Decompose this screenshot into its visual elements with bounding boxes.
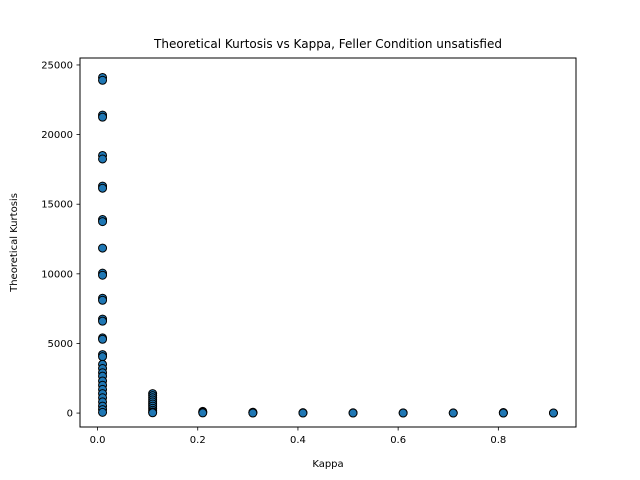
data-point bbox=[248, 408, 258, 418]
x-tick-label: 0.2 bbox=[190, 435, 206, 446]
data-point bbox=[98, 334, 108, 344]
data-point bbox=[98, 407, 108, 417]
x-axis-label: Kappa bbox=[312, 459, 343, 470]
data-point bbox=[98, 75, 108, 85]
data-point bbox=[548, 408, 558, 418]
data-point bbox=[98, 154, 108, 164]
data-point bbox=[98, 352, 108, 362]
x-axis: 0.0 0.2 0.4 0.6 0.8 bbox=[90, 427, 506, 446]
plot-frame bbox=[79, 57, 577, 428]
y-tick-label: 0 bbox=[67, 409, 73, 420]
y-axis: 0 5000 10000 15000 20000 25000 bbox=[41, 60, 80, 420]
y-tick-label: 20000 bbox=[41, 130, 73, 141]
data-point bbox=[448, 408, 458, 418]
x-tick-label: 0.4 bbox=[290, 435, 306, 446]
data-point bbox=[148, 408, 158, 418]
data-point bbox=[98, 217, 108, 227]
data-point bbox=[98, 316, 108, 326]
y-tick-label: 25000 bbox=[41, 60, 73, 71]
data-point bbox=[98, 112, 108, 122]
y-axis-label: Theoretical Kurtosis bbox=[9, 193, 20, 293]
chart-title: Theoretical Kurtosis vs Kappa, Feller Co… bbox=[153, 37, 502, 51]
data-point bbox=[98, 295, 108, 305]
x-tick-label: 0.8 bbox=[490, 435, 506, 446]
x-tick-label: 0.6 bbox=[390, 435, 406, 446]
data-point bbox=[348, 408, 358, 418]
data-point bbox=[298, 408, 308, 418]
x-tick-label: 0.0 bbox=[90, 435, 106, 446]
data-point bbox=[98, 243, 108, 253]
y-tick-label: 5000 bbox=[48, 339, 73, 350]
data-point bbox=[398, 408, 408, 418]
data-points bbox=[98, 72, 558, 418]
y-tick-label: 10000 bbox=[41, 269, 73, 280]
data-point bbox=[98, 270, 108, 280]
data-point bbox=[498, 408, 508, 418]
data-point bbox=[98, 183, 108, 193]
data-point bbox=[198, 408, 208, 418]
y-tick-label: 15000 bbox=[41, 200, 73, 211]
